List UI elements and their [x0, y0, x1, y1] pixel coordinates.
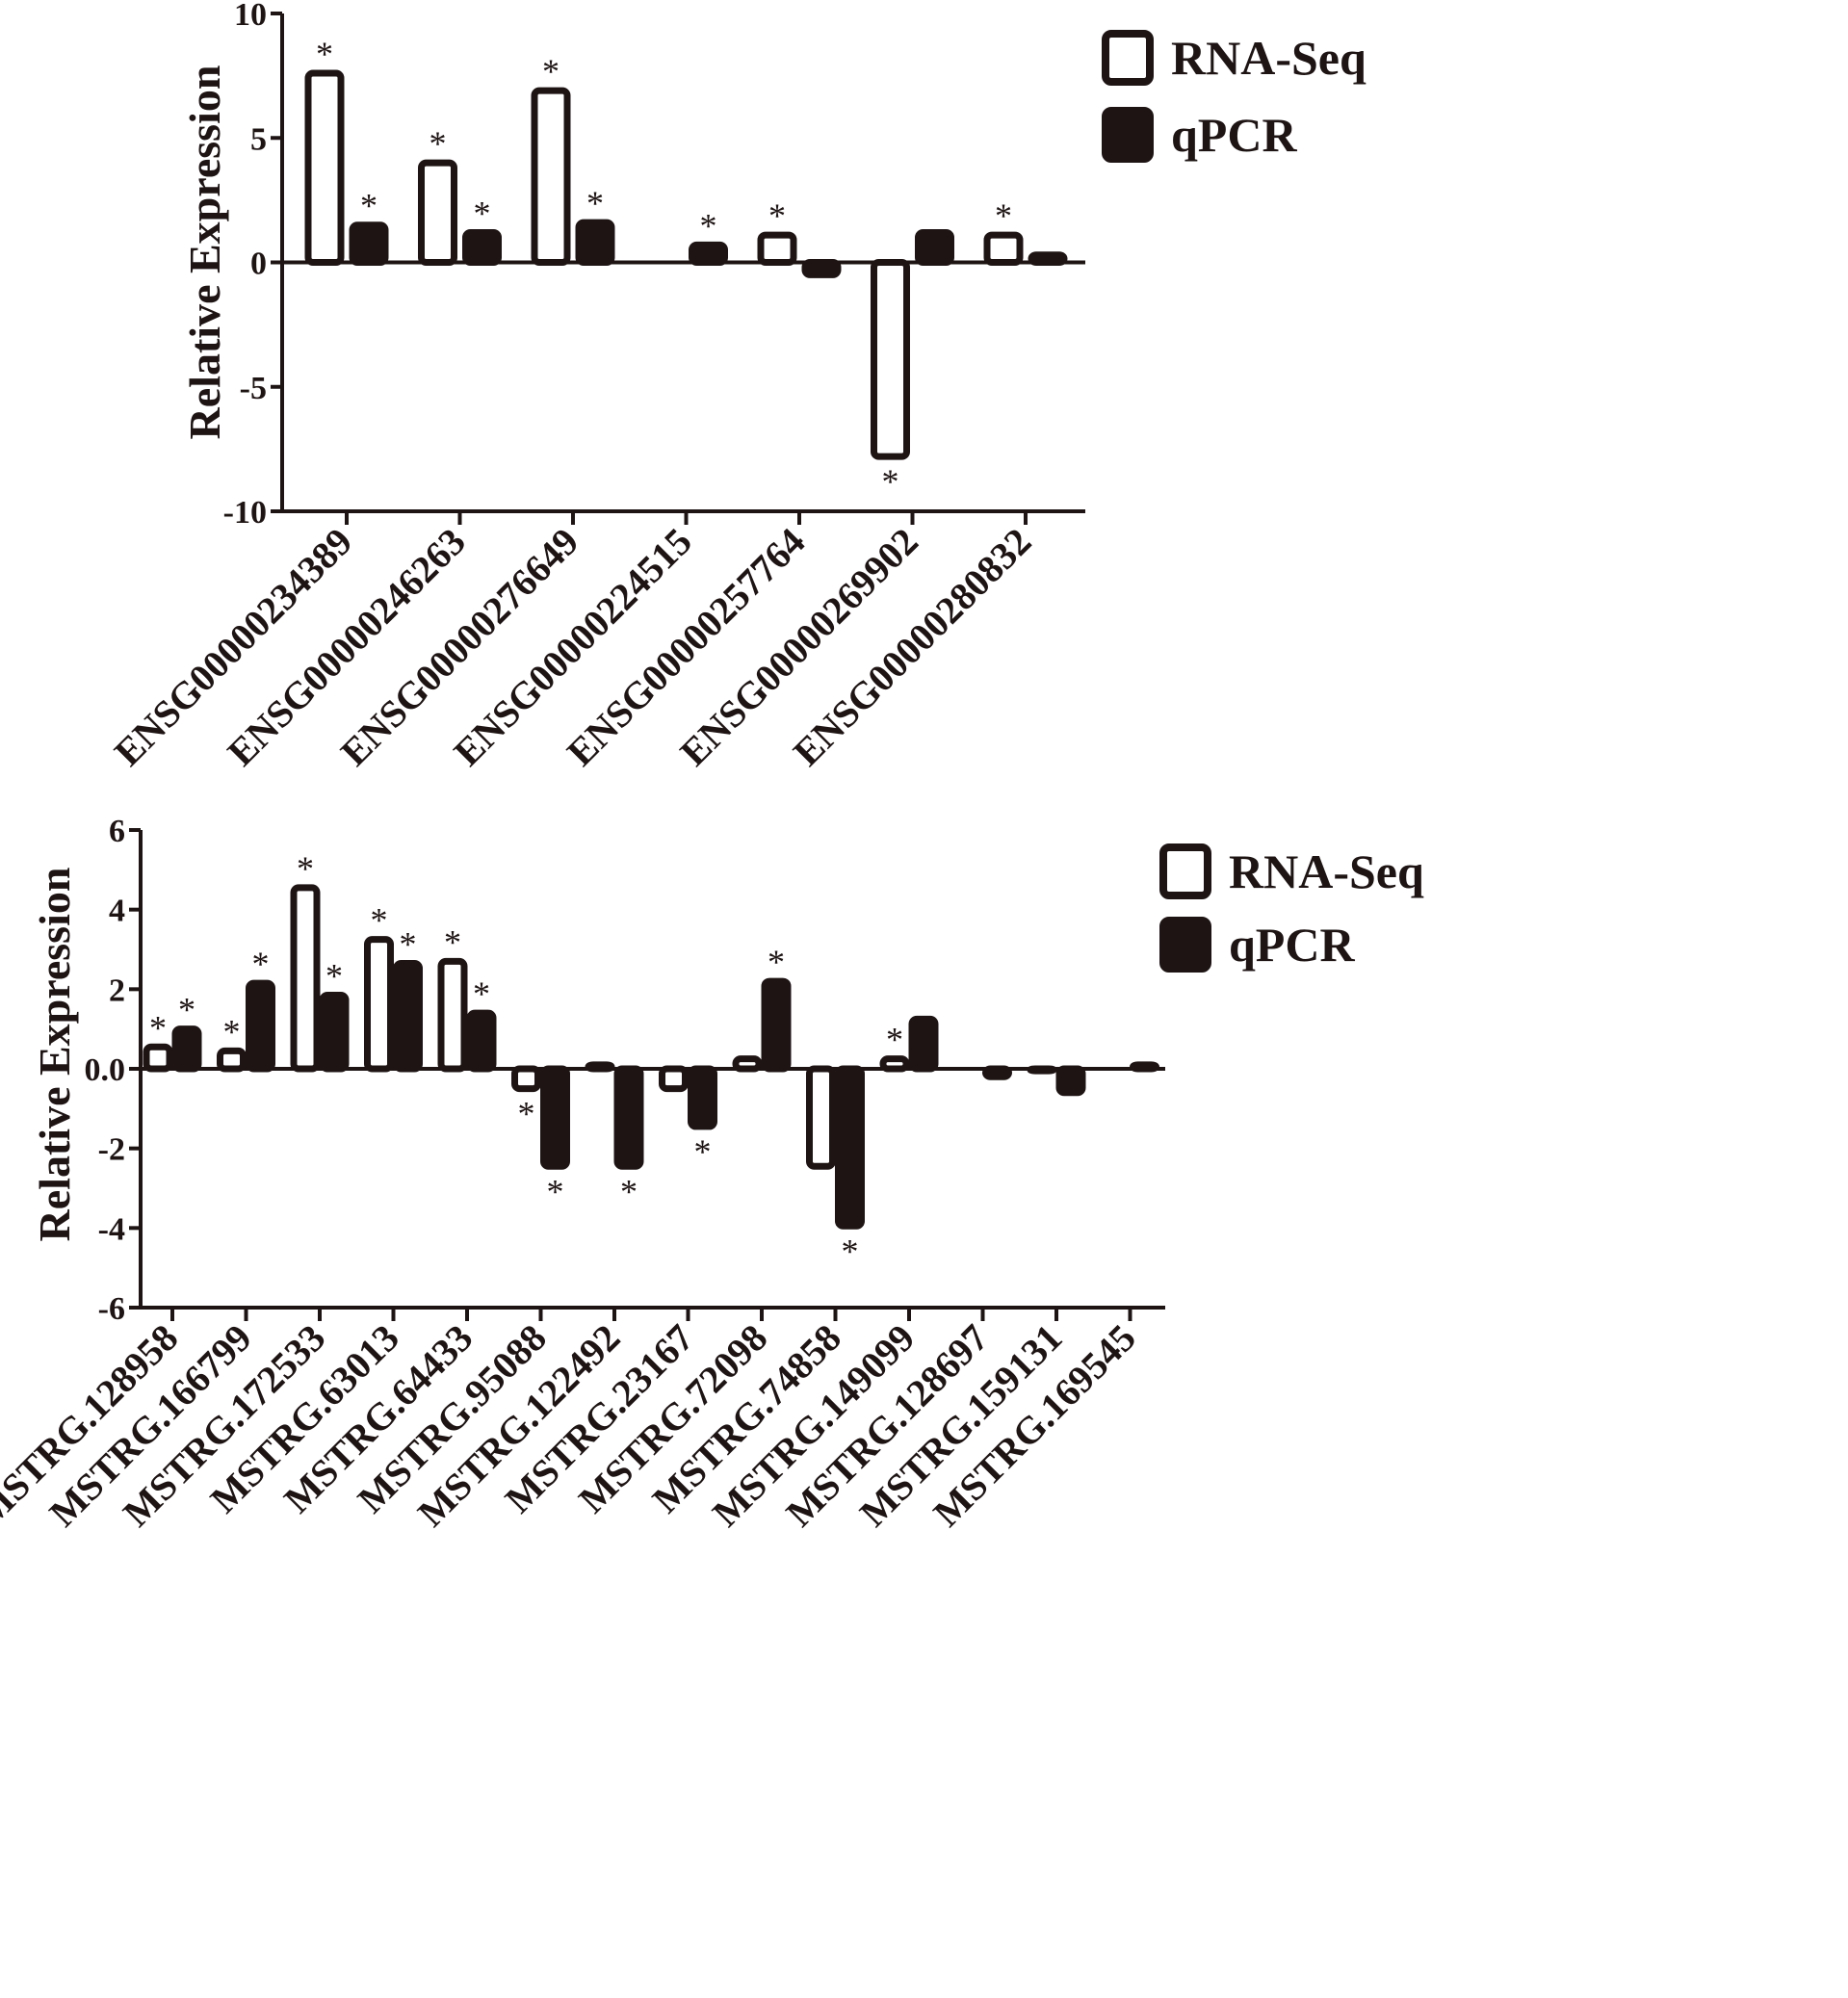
legend-swatch-qpcr [1102, 107, 1154, 163]
bar-rnaseq [879, 1055, 910, 1073]
y-tick-label: 6 [109, 814, 125, 849]
significance-star: * [694, 1132, 712, 1171]
bar-rnaseq [1027, 1065, 1057, 1075]
significance-star: * [400, 924, 417, 963]
significance-star: * [768, 943, 785, 981]
significance-star: * [429, 124, 447, 163]
significance-star: * [518, 1095, 535, 1133]
bar-qpcr [171, 1025, 202, 1073]
legend-label-rnaseq: RNA-Seq [1229, 844, 1424, 898]
y-tick-label: -6 [98, 1291, 125, 1327]
y-axis-label: Relative Expression [30, 868, 79, 1242]
significance-star: * [223, 1012, 241, 1051]
bar-rnaseq [659, 1065, 689, 1093]
legend-swatch-rnaseq [1102, 30, 1154, 86]
bar-rnaseq [757, 231, 797, 267]
bar-qpcr [613, 1065, 644, 1170]
bar-qpcr [801, 259, 842, 278]
bar-rnaseq [418, 159, 457, 267]
bar-qpcr [462, 228, 502, 266]
significance-star: * [149, 1008, 167, 1047]
bar-rnaseq [983, 231, 1024, 267]
bar-qpcr [908, 1015, 939, 1073]
significance-star: * [586, 184, 604, 222]
bar-qpcr [982, 1065, 1012, 1080]
significance-star: * [768, 196, 786, 235]
bar-rnaseq [732, 1055, 763, 1073]
y-tick-label: 0 [250, 247, 267, 282]
significance-star: * [316, 35, 333, 73]
legend-label-qpcr: qPCR [1171, 108, 1297, 162]
bar-qpcr [1130, 1061, 1159, 1073]
significance-star: * [444, 922, 461, 961]
significance-star: * [842, 1232, 859, 1270]
bar-qpcr [688, 1065, 717, 1130]
significance-star: * [882, 462, 899, 501]
y-tick-label: 10 [234, 0, 267, 33]
significance-star: * [325, 957, 343, 996]
significance-star: * [371, 901, 388, 940]
significance-star: * [252, 945, 270, 983]
bar-rnaseq [290, 884, 321, 1073]
bar-qpcr [1028, 251, 1068, 266]
bar-qpcr [319, 992, 350, 1073]
bar-rnaseq [364, 936, 394, 1073]
y-tick-label: 4 [109, 894, 125, 929]
bar-rnaseq [304, 69, 345, 267]
y-tick-label: -10 [223, 495, 267, 531]
bar-rnaseq [437, 957, 468, 1073]
y-tick-label: 0.0 [85, 1052, 126, 1088]
bar-rnaseq [871, 259, 910, 460]
significance-star: * [297, 849, 314, 888]
bar-rnaseq [806, 1065, 836, 1170]
bar-qpcr [393, 959, 423, 1073]
significance-star: * [547, 1172, 564, 1210]
significance-star: * [620, 1172, 638, 1210]
bar-rnaseq [511, 1065, 541, 1093]
significance-star: * [473, 974, 490, 1013]
bar-qpcr [1055, 1065, 1086, 1097]
bar-qpcr [689, 241, 728, 266]
significance-star: * [886, 1021, 903, 1059]
bar-qpcr [915, 228, 954, 266]
bar-rnaseq [531, 87, 571, 267]
bar-qpcr [575, 219, 615, 266]
y-tick-label: -4 [98, 1211, 125, 1247]
y-tick-label: 2 [109, 973, 125, 1008]
bar-rnaseq [585, 1061, 615, 1073]
significance-star: * [700, 206, 717, 245]
significance-star: * [995, 196, 1012, 235]
bar-qpcr [466, 1009, 497, 1073]
legend-label-rnaseq: RNA-Seq [1171, 31, 1366, 85]
y-tick-label: -5 [240, 371, 267, 406]
legend-label-qpcr: qPCR [1229, 918, 1355, 972]
significance-star: * [474, 194, 491, 232]
bar-qpcr [349, 221, 389, 267]
significance-star: * [360, 187, 377, 225]
significance-star: * [178, 991, 195, 1029]
bar-rnaseq [143, 1043, 173, 1073]
bar-qpcr [835, 1065, 865, 1230]
bar-qpcr [761, 977, 792, 1073]
bar-qpcr [540, 1065, 570, 1170]
bar-qpcr [246, 979, 275, 1073]
legend-swatch-qpcr [1159, 917, 1211, 973]
y-tick-label: -2 [98, 1132, 125, 1168]
y-tick-label: 5 [250, 121, 267, 157]
y-axis-label: Relative Expression [180, 65, 229, 440]
significance-star: * [542, 52, 560, 91]
legend-swatch-rnaseq [1159, 843, 1211, 899]
bar-rnaseq [217, 1047, 247, 1073]
